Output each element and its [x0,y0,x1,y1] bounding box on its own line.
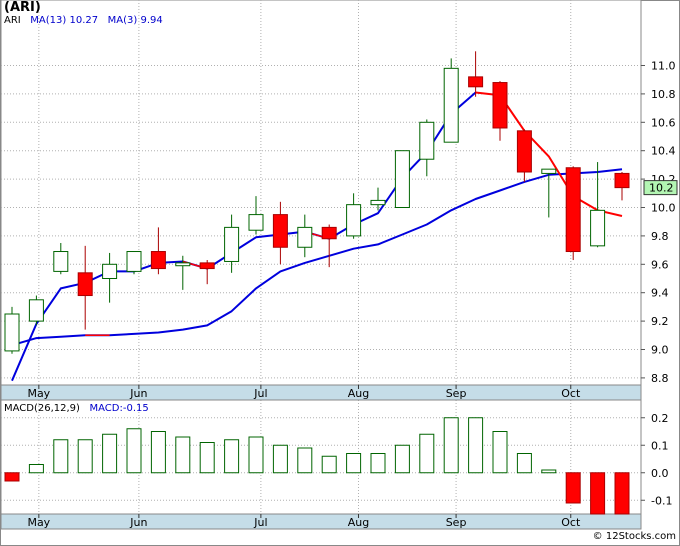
candle-body [4,313,20,352]
candle-body [199,262,215,270]
macd-bar [541,469,557,474]
candle-body [565,167,581,253]
legend-ma13-label: MA(13) [30,15,67,26]
macd-tick-label: 0.1 [651,439,669,452]
x-tick-label-jul: Jul [253,387,267,400]
macd-bar [224,439,240,474]
candle-body [224,226,240,262]
candle-body [492,82,508,129]
legend-ma3-value: 9.94 [140,15,163,26]
last-price-badge [643,180,678,196]
macd-bar [565,472,581,504]
x-tick-label-aug: Aug [348,387,369,400]
candle-body [443,67,459,143]
macd-bar [468,417,484,474]
macd-bar [53,439,69,474]
x-tick-label-sep: Sep [446,516,467,529]
x-tick-label-sep: Sep [446,387,467,400]
x-tick-label-oct: Oct [561,387,581,400]
candle-body [394,150,410,208]
price-legend: ARI MA(13) 10.27 MA(3) 9.94 [4,15,163,26]
macd-bar [516,453,532,474]
macd-bar [443,417,459,474]
ticker-title: (ARI) [4,0,41,15]
macd-label: MACD(26,12,9) [4,403,80,414]
price-tick-label: 10.8 [651,88,676,101]
candle-body [468,76,484,88]
candle-body [126,251,142,272]
price-tick-label: 9.6 [651,258,669,271]
price-tick-label: 9.0 [651,344,669,357]
x-tick-label-may: May [27,516,50,529]
macd-bar [175,436,191,474]
price-tick-label: 8.8 [651,372,669,385]
price-x-axis-band [0,384,642,401]
price-panel-frame [0,0,642,386]
macd-bar [248,436,264,474]
macd-bar [28,464,44,474]
macd-bar [77,439,93,474]
candle-body [346,204,362,237]
price-tick-label: 9.8 [651,230,669,243]
legend-symbol: ARI [4,15,21,26]
candle-body [53,251,69,272]
x-tick-label-aug: Aug [348,516,369,529]
x-tick-label-jun: Jun [129,516,147,529]
candle-body [77,272,93,297]
macd-bar [297,447,313,474]
macd-bar [272,444,288,474]
candle-body [541,168,557,174]
price-tick-label: 11.0 [651,60,676,73]
macd-bar [150,431,166,474]
x-tick-label-may: May [27,387,50,400]
macd-bar [370,453,386,474]
candle-body [516,130,532,173]
macd-bar [419,433,435,474]
macd-value: MACD:-0.15 [89,403,149,414]
ma3-line [11,168,623,347]
macd-bar [4,472,20,482]
candle-body [321,226,337,240]
candle-body [175,262,191,267]
macd-bar [346,453,362,474]
price-tick-label: 10.4 [651,145,676,158]
price-tick-label: 9.2 [651,315,669,328]
candle-body [590,209,606,247]
macd-bar [102,433,118,474]
macd-x-axis-band [0,513,642,530]
credit-text: © 12Stocks.com [592,531,676,542]
x-tick-label-jun: Jun [129,387,147,400]
macd-tick-label: 0.0 [651,467,669,480]
macd-bar [614,472,630,515]
candle-body [102,263,118,279]
macd-bar [590,472,606,515]
legend-ma3-label: MA(3) [107,15,138,26]
candle-body [370,199,386,206]
candle-body [272,214,288,248]
macd-bar [199,442,215,474]
candle-body [150,251,166,270]
macd-bar [394,444,410,474]
macd-tick-label: 0.2 [651,412,669,425]
last-price-badge-text: 10.2 [649,182,674,195]
legend-ma13-value: 10.27 [69,15,99,26]
macd-bar [126,428,142,474]
candle-body [419,121,435,160]
price-tick-label: 10.6 [651,116,676,129]
x-tick-label-oct: Oct [561,516,581,529]
macd-bar [321,455,337,474]
candle-body [248,214,264,231]
x-tick-label-jul: Jul [253,516,267,529]
macd-legend: MACD(26,12,9) MACD:-0.15 [4,403,149,414]
candle-body [614,172,630,189]
price-tick-label: 10.0 [651,202,676,215]
candle-body [28,299,44,322]
candle-body [297,226,313,248]
macd-bar [492,431,508,474]
macd-panel-frame [0,399,642,515]
price-tick-label: 9.4 [651,287,669,300]
macd-tick-label: -0.1 [651,494,672,507]
